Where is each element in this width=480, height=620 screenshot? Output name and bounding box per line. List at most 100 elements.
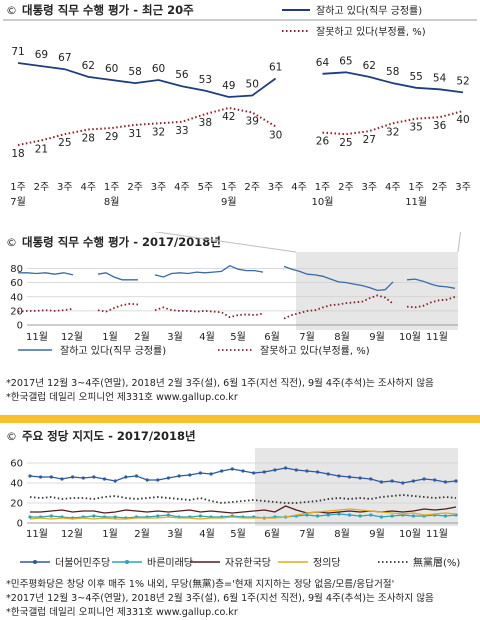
series-point-0 bbox=[102, 477, 107, 481]
registered-mark-icon: © bbox=[6, 4, 17, 17]
x-tick-label: 4주 bbox=[174, 182, 190, 193]
series-line-disapprove-0 bbox=[17, 307, 74, 313]
x-month-label: 3월 bbox=[167, 528, 183, 540]
data-label-disapprove: 32 bbox=[386, 126, 399, 138]
x-month-label: 6월 bbox=[264, 528, 280, 540]
series-point-0 bbox=[326, 472, 330, 476]
series-point-0 bbox=[305, 469, 309, 473]
x-tick-label: 5주 bbox=[198, 182, 214, 193]
data-label-approve: 53 bbox=[199, 74, 212, 86]
data-label-disapprove: 40 bbox=[456, 114, 469, 126]
series-point-0 bbox=[156, 478, 160, 482]
chart3-note-2: *2017년 12월 3~4주(연말), 2018년 2월 3주(설), 6월 … bbox=[6, 593, 434, 604]
x-tick-label: 2주 bbox=[338, 182, 354, 193]
data-label-disapprove: 33 bbox=[175, 125, 188, 137]
series-line-2 bbox=[30, 505, 457, 514]
data-label-disapprove: 18 bbox=[11, 148, 24, 160]
recent-period-highlight bbox=[255, 448, 458, 526]
data-label-approve: 52 bbox=[456, 75, 469, 87]
x-tick-label: 1주 bbox=[221, 182, 237, 193]
series-point-0 bbox=[28, 474, 32, 478]
data-label-disapprove: 39 bbox=[246, 116, 259, 128]
series-point-1 bbox=[411, 514, 415, 518]
series-line-approve-0 bbox=[18, 272, 74, 276]
series-point-0 bbox=[198, 471, 202, 475]
series-point-0 bbox=[49, 475, 53, 479]
series-point-1 bbox=[198, 514, 202, 518]
x-month-label: 1월 bbox=[102, 331, 118, 343]
data-label-disapprove: 25 bbox=[339, 137, 352, 149]
series-point-0 bbox=[422, 477, 426, 481]
series-point-0 bbox=[358, 476, 362, 480]
data-label-approve: 58 bbox=[128, 66, 141, 78]
data-label-approve: 55 bbox=[409, 71, 422, 83]
x-month-label: 9월 bbox=[369, 528, 385, 540]
data-label-disapprove: 27 bbox=[363, 134, 376, 146]
zoom-connector-right bbox=[457, 232, 462, 253]
series-point-1 bbox=[92, 514, 96, 518]
x-tick-label: 2주 bbox=[127, 182, 143, 193]
data-label-disapprove: 31 bbox=[128, 128, 141, 140]
x-tick-label: 1주 bbox=[10, 182, 26, 193]
x-tick-label: 3주 bbox=[268, 182, 284, 193]
chart-recent-20-weeks: © 대통령 직무 수행 평가 - 최근 20주 잘하고 있다(직무 긍정률) 잘… bbox=[3, 3, 477, 208]
series-line-approve-2 bbox=[154, 264, 264, 278]
series-point-0 bbox=[71, 475, 75, 479]
recent-20-weeks-highlight bbox=[296, 252, 458, 330]
data-label-disapprove: 29 bbox=[105, 131, 118, 143]
x-tick-label: 1주 bbox=[315, 182, 331, 193]
chart2-legend-disapprove: 잘못하고 있다(부정률, %) bbox=[260, 344, 370, 357]
data-label-approve: 54 bbox=[433, 72, 447, 84]
x-month-label: 8월 bbox=[334, 528, 350, 540]
series-point-0 bbox=[124, 475, 128, 479]
series-point-1 bbox=[358, 514, 362, 518]
data-label-approve: 71 bbox=[11, 46, 24, 58]
series-point-0 bbox=[316, 470, 320, 474]
series-point-1 bbox=[316, 514, 320, 518]
x-tick-label: 2주 bbox=[432, 182, 448, 193]
y-tick-label: 0 bbox=[17, 519, 23, 530]
data-label-approve: 62 bbox=[82, 60, 95, 72]
series-point-1 bbox=[49, 514, 53, 518]
data-label-approve: 65 bbox=[339, 55, 352, 67]
series-line-approve-1 bbox=[97, 272, 138, 281]
series-point-1 bbox=[347, 513, 352, 517]
x-tick-label: 1주 bbox=[104, 182, 120, 193]
chart1-title: 대통령 직무 수행 평가 - 최근 20주 bbox=[22, 3, 194, 17]
legend-label-4: 無黨層(%) bbox=[413, 556, 460, 569]
data-label-disapprove: 35 bbox=[409, 122, 422, 134]
chart2-note-2: *한국갤럽 데일리 오피니언 제331호 www.gallup.co.kr bbox=[6, 392, 238, 403]
series-point-0 bbox=[294, 468, 298, 472]
x-month-label: 9월 bbox=[221, 196, 237, 208]
x-tick-label: 4주 bbox=[291, 182, 307, 193]
series-point-0 bbox=[284, 466, 288, 470]
x-month-label: 10월 bbox=[399, 528, 421, 540]
registered-mark-icon: © bbox=[6, 430, 17, 443]
x-tick-label: 1주 bbox=[408, 182, 424, 193]
series-line-disapprove-2 bbox=[154, 306, 264, 319]
y-tick-label: 80 bbox=[10, 264, 23, 275]
x-month-label: 12월 bbox=[61, 528, 83, 540]
series-point-0 bbox=[443, 480, 447, 484]
series-point-0 bbox=[369, 477, 373, 481]
series-point-1 bbox=[390, 514, 394, 518]
x-month-label: 11월 bbox=[405, 196, 427, 208]
series-point-0 bbox=[188, 473, 192, 477]
data-label-disapprove: 21 bbox=[35, 143, 48, 155]
chart-party-support-2017-2018: © 주요 정당 지지도 - 2017/2018년 60 40 20 0 11월 12월 1… bbox=[6, 429, 460, 569]
series-point-0 bbox=[145, 478, 149, 482]
x-month-label: 4월 bbox=[199, 528, 215, 540]
series-line-approve-3 bbox=[283, 265, 394, 292]
series-point-1 bbox=[28, 515, 32, 519]
chart2-legend-approve: 잘하고 있다(직무 긍정률) bbox=[60, 344, 166, 357]
x-month-label: 7월 bbox=[299, 528, 315, 540]
series-point-1 bbox=[305, 513, 309, 517]
x-month-label: 7월 bbox=[299, 331, 315, 343]
series-point-0 bbox=[379, 480, 383, 484]
x-month-label: 6월 bbox=[264, 331, 280, 343]
series-point-0 bbox=[134, 474, 139, 478]
series-line-disapprove-3 bbox=[283, 294, 394, 320]
x-month-label: 11월 bbox=[426, 528, 448, 540]
series-point-1 bbox=[113, 515, 117, 519]
series-point-0 bbox=[262, 470, 266, 474]
